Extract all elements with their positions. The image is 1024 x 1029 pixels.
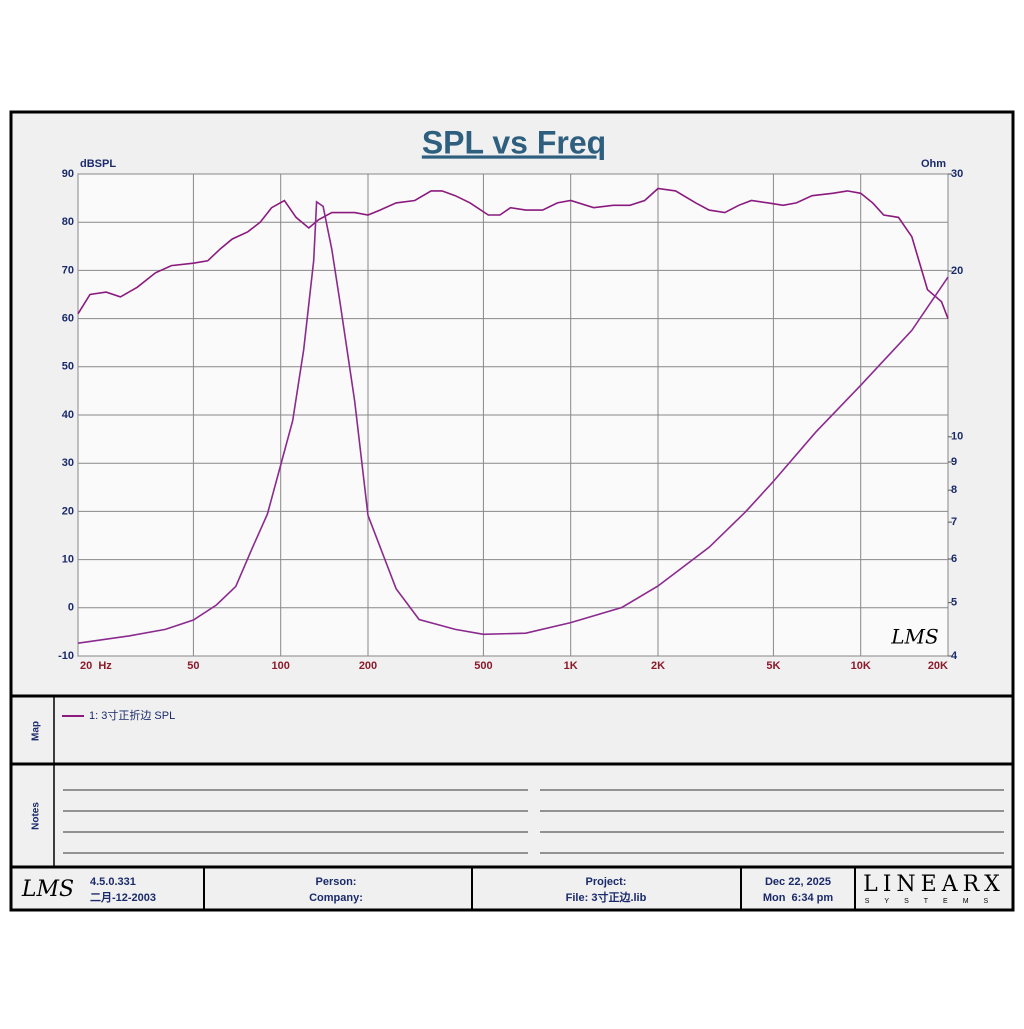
- x-tick-label: 20 Hz: [80, 660, 112, 672]
- y-axis-label: dBSPL: [80, 158, 116, 170]
- y2-tick-label: 6: [951, 553, 957, 565]
- time: Mon 6:34 pm: [763, 892, 834, 904]
- x-tick-label: 500: [474, 660, 492, 672]
- brand-sub: SYSTEMS: [865, 898, 1003, 905]
- y-tick-label: 10: [62, 554, 74, 566]
- y2-tick-label: 5: [951, 597, 957, 609]
- person: Person:: [316, 876, 357, 888]
- series-line: [77, 187, 949, 319]
- y2-tick-label: 9: [951, 456, 957, 468]
- company: Company:: [309, 892, 363, 904]
- y2-tick-label: 7: [951, 516, 957, 528]
- y-tick-label: 70: [62, 264, 74, 276]
- y2-axis-label: Ohm: [921, 158, 946, 170]
- y2-tick-label: 8: [951, 484, 957, 496]
- y-tick-label: 30: [62, 457, 74, 469]
- legend: 1: 3寸正折边 SPL: [62, 708, 175, 722]
- notes-label: Notes: [31, 802, 42, 830]
- y2-tick-label: 4: [951, 650, 958, 662]
- y-tick-label: 90: [62, 168, 74, 180]
- y-tick-label: 50: [62, 361, 74, 373]
- project: Project:: [586, 876, 627, 888]
- x-tick-label: 2K: [651, 660, 665, 672]
- x-tick-label: 5K: [766, 660, 780, 672]
- x-tick-label: 200: [359, 660, 377, 672]
- x-tick-label: 50: [187, 660, 199, 672]
- y2-tick-label: 10: [951, 431, 963, 443]
- y-tick-label: -10: [58, 650, 74, 662]
- version-date: 二月-12-2003: [90, 891, 156, 904]
- file: File: 3寸正边.lib: [566, 890, 647, 904]
- y2-tick-label: 20: [951, 265, 963, 277]
- x-tick-label: 100: [272, 660, 290, 672]
- series-line: [77, 200, 949, 644]
- y-tick-label: 40: [62, 409, 74, 421]
- x-tick-label: 20K: [928, 660, 948, 672]
- y-tick-label: 0: [68, 602, 74, 614]
- y2-tick-label: 30: [951, 168, 963, 180]
- footer-logo: LMS: [21, 877, 74, 902]
- y-tick-label: 60: [62, 313, 74, 325]
- lines: [77, 187, 949, 644]
- map-label: Map: [31, 721, 42, 741]
- note-lines: [63, 789, 1004, 854]
- y-tick-label: 80: [62, 216, 74, 228]
- chart-title: SPL vs Freq: [422, 124, 606, 160]
- date: Dec 22, 2025: [765, 876, 831, 888]
- x-tick-label: 10K: [851, 660, 871, 672]
- y-tick-label: 20: [62, 505, 74, 517]
- legend-label: 1: 3寸正折边 SPL: [89, 708, 175, 722]
- grid: [77, 173, 949, 657]
- brand: LINEARX: [863, 872, 1005, 897]
- version: 4.5.0.331: [90, 876, 136, 888]
- x-tick-label: 1K: [564, 660, 578, 672]
- plot-logo: LMS: [890, 625, 938, 649]
